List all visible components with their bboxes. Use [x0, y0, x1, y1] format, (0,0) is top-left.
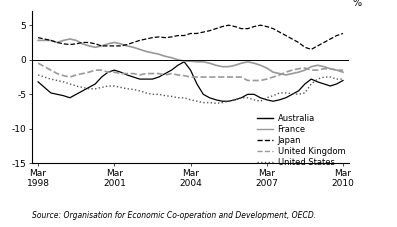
Legend: Australia, France, Japan, United Kingdom, United States: Australia, France, Japan, United Kingdom… [257, 114, 345, 167]
Text: Source: Organisation for Economic Co-operation and Development, OECD.: Source: Organisation for Economic Co-ope… [32, 211, 316, 220]
Text: %: % [353, 0, 362, 8]
